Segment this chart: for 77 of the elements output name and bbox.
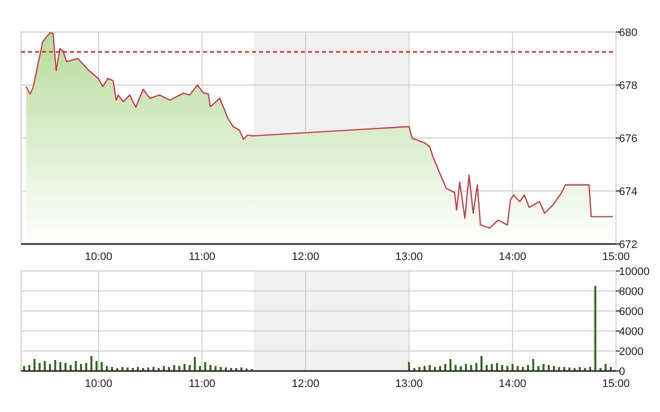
x-tick-label: 12:00 (292, 251, 320, 263)
bar (204, 362, 206, 371)
x-tick-label: 13:00 (395, 378, 423, 390)
bar (44, 361, 46, 371)
bar (460, 366, 462, 371)
bar (38, 363, 41, 371)
bar (178, 366, 180, 371)
bar (512, 364, 514, 371)
bar (454, 365, 457, 371)
bar (54, 360, 56, 371)
bar (516, 366, 519, 371)
x-tick-label: 12:00 (292, 378, 320, 390)
bar (194, 357, 196, 371)
bar (408, 362, 410, 371)
bar (532, 359, 534, 371)
bar (183, 364, 186, 371)
bar (444, 364, 446, 371)
x-tick-label: 15:00 (602, 378, 630, 390)
bar (100, 362, 103, 371)
x-tick-label: 11:00 (188, 251, 216, 263)
y-tick-label: 674 (619, 186, 638, 198)
bar (90, 356, 92, 371)
y-tick-label: 672 (619, 238, 638, 251)
bar (594, 286, 596, 371)
bar (74, 361, 77, 371)
bar (48, 364, 51, 371)
bar (496, 363, 498, 371)
x-tick-label: 14:00 (498, 251, 526, 263)
y-tick-label: 10000 (619, 266, 650, 278)
bar (214, 366, 217, 371)
x-tick-label: 10:00 (84, 378, 112, 390)
bar (162, 366, 165, 371)
bar (486, 365, 488, 371)
bar (424, 366, 426, 371)
bar (96, 361, 98, 371)
bar (64, 363, 66, 371)
bar (548, 365, 550, 371)
x-tick-label: 10:00 (84, 251, 112, 263)
bar (470, 365, 472, 371)
y-tick-label: 8000 (619, 286, 644, 298)
bar (604, 364, 607, 371)
x-tick-label: 14:00 (498, 378, 526, 390)
bar (209, 365, 212, 371)
bar (59, 362, 62, 371)
x-tick-label: 13:00 (395, 251, 423, 263)
bar (506, 366, 508, 371)
y-tick-label: 0 (619, 366, 626, 378)
bar (542, 364, 545, 371)
bar (33, 359, 36, 371)
y-tick-label: 2000 (619, 346, 644, 358)
bar (475, 363, 478, 371)
bar (527, 365, 530, 371)
bar (80, 364, 82, 371)
bar (449, 359, 452, 371)
x-tick-label: 15:00 (602, 251, 630, 263)
bar (28, 365, 30, 371)
y-tick-label: 6000 (619, 306, 644, 318)
bar (173, 365, 176, 371)
bar (464, 364, 467, 371)
bar (199, 366, 202, 371)
y-tick-label: 4000 (619, 326, 644, 338)
bar (428, 365, 431, 371)
bar (480, 356, 482, 371)
y-tick-label: 680 (619, 26, 638, 39)
x-tick-label: 11:00 (188, 378, 216, 390)
bar (439, 366, 442, 371)
bar (188, 365, 191, 371)
bar (106, 366, 108, 371)
y-tick-label: 678 (619, 80, 638, 92)
bar (490, 364, 493, 371)
bar (70, 365, 72, 371)
bar (85, 363, 88, 371)
y-tick-label: 676 (619, 132, 638, 145)
bar (23, 366, 26, 371)
bar (537, 366, 540, 371)
bar (501, 365, 504, 371)
bar (552, 366, 555, 371)
